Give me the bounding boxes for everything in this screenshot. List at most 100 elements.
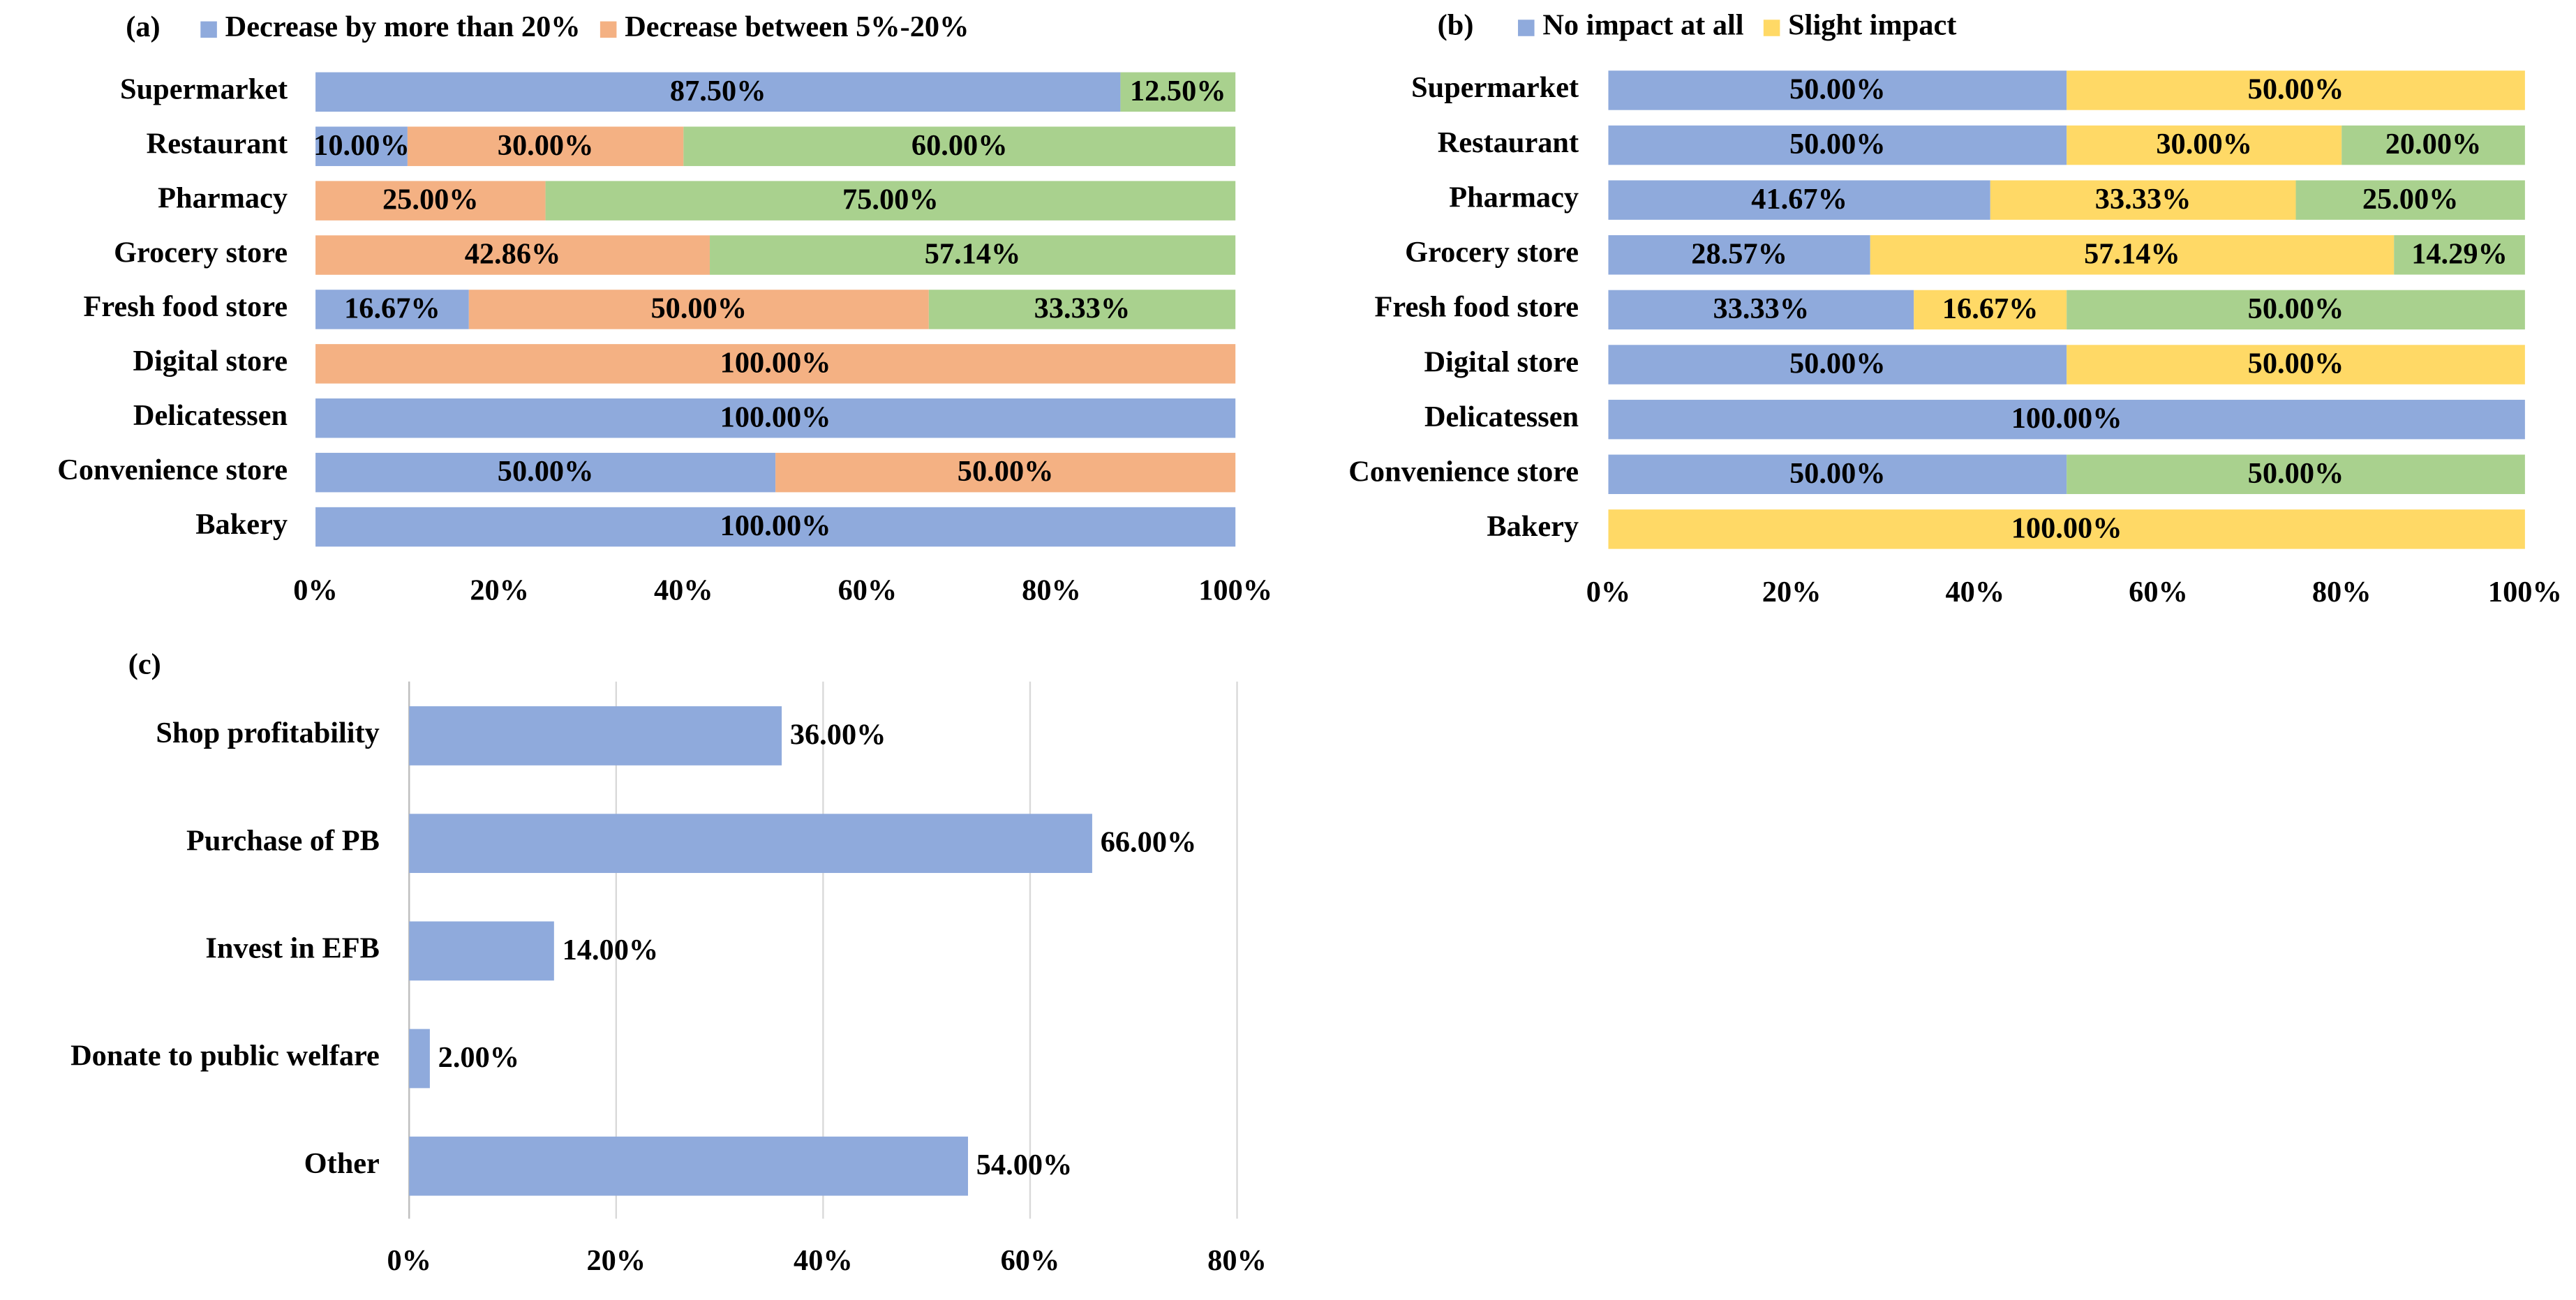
bar-segment	[2342, 125, 2525, 165]
value-label: 30.00%	[2156, 128, 2252, 160]
x-tick-label: 20%	[470, 574, 529, 606]
legend-label: Decrease between 5%-20%	[625, 10, 969, 43]
value-label: 57.14%	[925, 238, 1021, 271]
category-label: Convenience store	[57, 454, 288, 486]
category-label: Digital store	[133, 345, 288, 378]
bar-segment	[315, 290, 469, 329]
value-label: 41.67%	[1751, 183, 1847, 216]
bar	[409, 706, 782, 765]
category-label: Donate to public welfare	[70, 1040, 380, 1073]
value-label: 25.00%	[382, 184, 479, 216]
bar-segment	[1608, 345, 2067, 384]
category-label: Grocery store	[1405, 236, 1579, 269]
bar-segment	[1870, 235, 2395, 275]
value-label: 66.00%	[1101, 826, 1197, 859]
bar-segment	[1608, 125, 2067, 165]
x-tick-label: 60%	[1001, 1244, 1060, 1277]
category-label: Bakery	[1487, 510, 1579, 543]
category-label: Bakery	[195, 508, 288, 541]
x-tick-label: 60%	[838, 574, 898, 606]
value-label: 25.00%	[2362, 183, 2459, 216]
bar-segment	[315, 126, 408, 166]
bar-segment	[1608, 509, 2525, 549]
value-label: 50.00%	[1789, 73, 1886, 106]
category-label: Convenience store	[1348, 455, 1579, 488]
value-label: 36.00%	[790, 719, 886, 752]
value-label: 60.00%	[911, 129, 1008, 162]
bar	[409, 1136, 968, 1196]
value-label: 50.00%	[498, 455, 594, 488]
value-label: 50.00%	[1789, 457, 1886, 490]
value-label: 100.00%	[720, 509, 831, 542]
bar-segment	[2067, 454, 2525, 495]
value-label: 50.00%	[1789, 128, 1886, 160]
value-label: 57.14%	[2084, 237, 2180, 270]
value-label: 50.00%	[2248, 73, 2344, 106]
value-label: 10.00%	[313, 129, 410, 162]
bar-segment	[315, 344, 1236, 384]
bar-segment	[315, 72, 1121, 112]
panel-title: (c)	[128, 648, 161, 680]
bar	[409, 921, 554, 981]
category-label: Invest in EFB	[205, 932, 380, 965]
category-label: Purchase of PB	[186, 824, 380, 857]
value-label: 16.67%	[344, 292, 440, 325]
x-tick-label: 0%	[1586, 576, 1631, 608]
category-label: Other	[304, 1147, 380, 1180]
x-tick-label: 80%	[1022, 574, 1081, 606]
bar-segment	[315, 235, 710, 275]
bar-segment	[2067, 345, 2525, 384]
category-label: Supermarket	[120, 73, 288, 106]
value-label: 100.00%	[2011, 511, 2122, 544]
value-label: 100.00%	[2011, 402, 2122, 435]
bar-segment	[407, 126, 684, 166]
category-label: Grocery store	[114, 236, 288, 269]
category-label: Supermarket	[1411, 71, 1579, 104]
value-label: 50.00%	[958, 455, 1054, 488]
bar-segment	[1608, 399, 2525, 440]
bar-segment	[710, 235, 1236, 275]
bar	[409, 814, 1092, 874]
bar-segment	[1914, 290, 2067, 330]
bar-segment	[928, 290, 1236, 329]
bar-segment	[468, 290, 929, 329]
category-label: Delicatessen	[133, 399, 288, 432]
value-label: 28.57%	[1691, 237, 1787, 270]
x-tick-label: 60%	[2129, 576, 2188, 608]
value-label: 87.50%	[670, 75, 766, 107]
x-tick-label: 100%	[2488, 576, 2562, 608]
bar-segment	[1120, 72, 1236, 112]
value-label: 16.67%	[1942, 292, 2039, 325]
bar-segment	[1608, 290, 1914, 330]
bar-segment	[1608, 454, 2067, 495]
x-tick-label: 100%	[1198, 574, 1272, 606]
x-tick-label: 0%	[387, 1244, 431, 1277]
category-label: Fresh food store	[83, 290, 288, 323]
x-tick-label: 40%	[1945, 576, 2004, 608]
value-label: 50.00%	[650, 292, 747, 325]
value-label: 100.00%	[720, 346, 831, 379]
value-label: 33.33%	[1034, 292, 1131, 325]
category-label: Restaurant	[1438, 126, 1579, 159]
bar-segment	[2067, 125, 2342, 165]
value-label: 30.00%	[498, 129, 594, 162]
bar	[409, 1029, 430, 1089]
x-tick-label: 40%	[794, 1244, 853, 1277]
legend-swatch	[200, 21, 217, 38]
category-label: Pharmacy	[1449, 181, 1579, 214]
bar-segment	[1608, 235, 1870, 275]
bar-segment	[775, 452, 1236, 493]
value-label: 50.00%	[2248, 457, 2344, 490]
category-label: Shop profitability	[156, 717, 380, 749]
category-label: Pharmacy	[158, 181, 288, 214]
panel-title: (b)	[1438, 9, 1474, 42]
bar-segment	[2067, 70, 2525, 110]
value-label: 75.00%	[842, 184, 939, 216]
category-label: Fresh food store	[1375, 291, 1579, 324]
bar-segment	[1608, 70, 2067, 110]
legend-label: Slight impact	[1788, 9, 1956, 42]
category-label: Digital store	[1424, 345, 1579, 378]
bar-segment	[545, 181, 1236, 221]
